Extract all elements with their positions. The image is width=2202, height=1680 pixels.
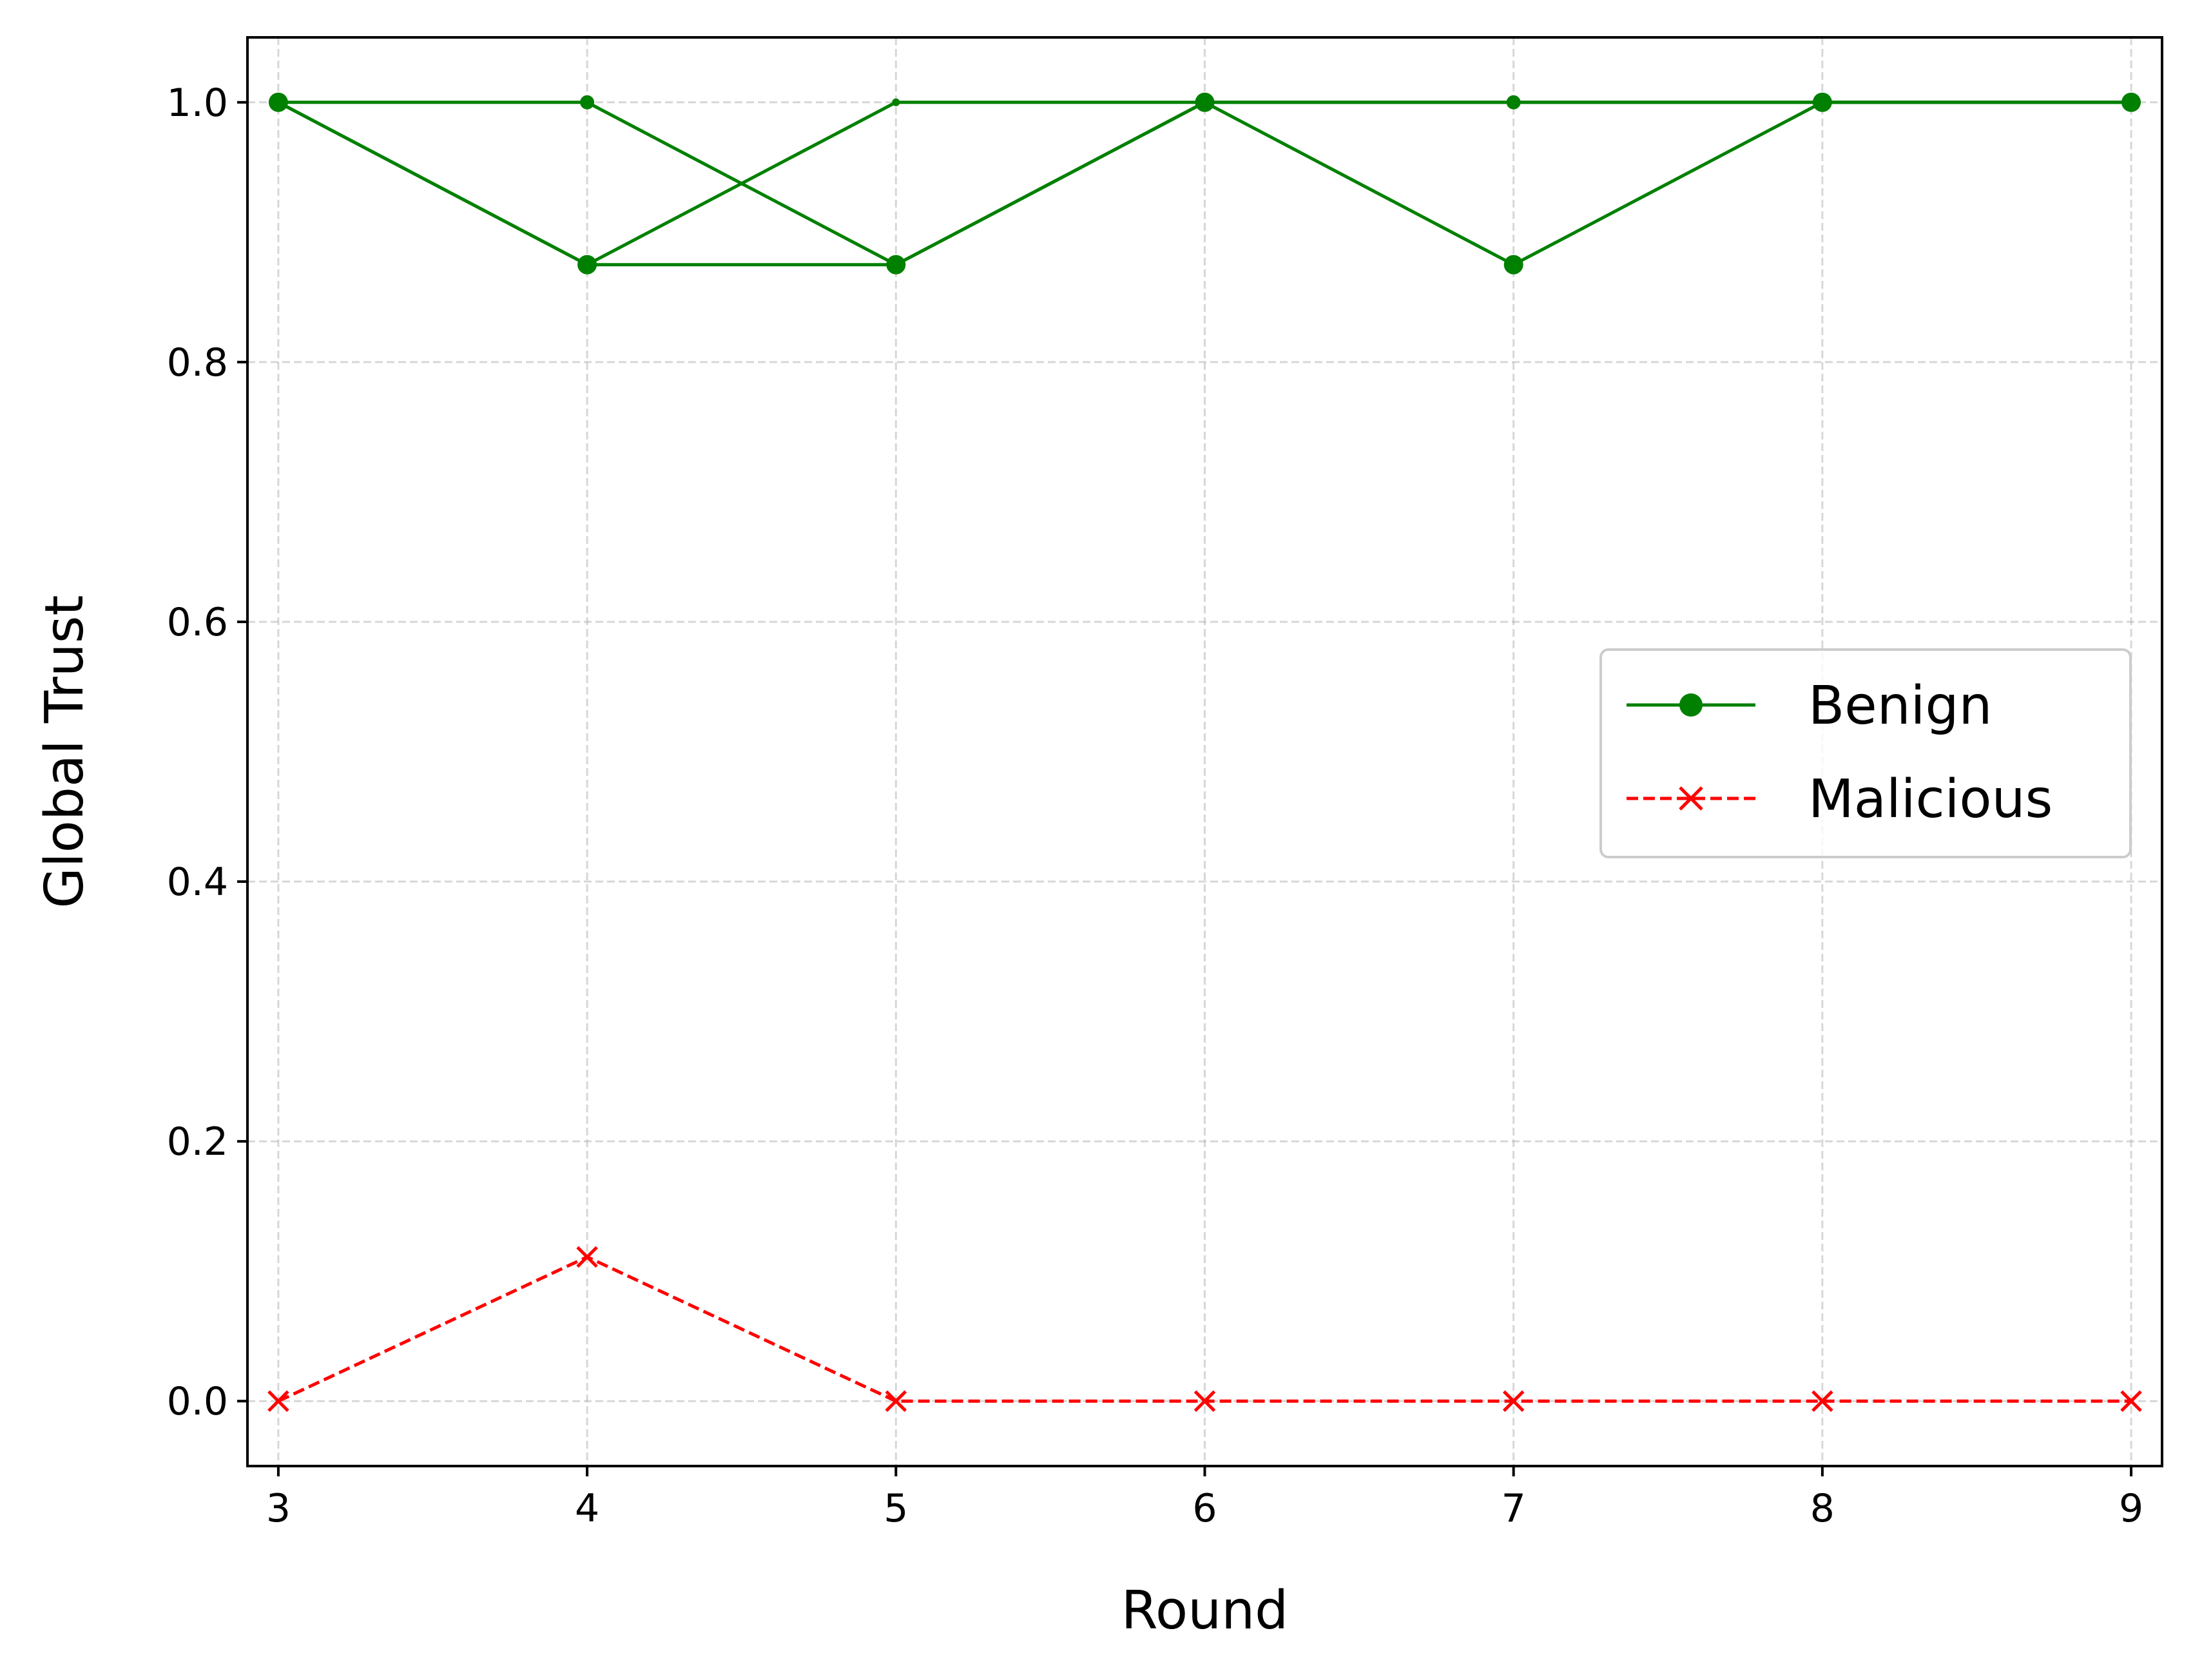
- x-tick-label: 6: [1192, 1486, 1217, 1531]
- axis-ticks: 3 4 5 6 7 8 9 0.0 0.2 0.4 0.6 0.8 1.0: [167, 81, 2144, 1531]
- benign-point: [274, 98, 282, 106]
- legend-item-benign: Benign: [1627, 675, 1992, 737]
- x-tick-label: 8: [1810, 1486, 1835, 1531]
- x-marker-stroke: [2120, 1390, 2142, 1412]
- y-tick-label: 0.4: [167, 860, 228, 905]
- x-tick-label: 3: [266, 1486, 291, 1531]
- malicious-point: [1193, 1390, 1216, 1412]
- benign-point: [889, 257, 903, 272]
- malicious-point: [1811, 1390, 1833, 1412]
- legend-box: [1599, 648, 2132, 858]
- benign-point: [580, 95, 595, 110]
- malicious-point: [267, 1390, 289, 1412]
- y-tick-label: 0.6: [167, 600, 228, 645]
- x-marker-stroke: [1679, 786, 1703, 811]
- legend-label: Malicious: [1808, 769, 2052, 830]
- malicious-series: [267, 1246, 2142, 1412]
- x-tick-label: 7: [1502, 1486, 1526, 1531]
- benign-point: [1818, 98, 1826, 106]
- x-marker-stroke: [576, 1246, 598, 1268]
- x-axis-title: Round: [1121, 1580, 1288, 1641]
- x-tick-label: 9: [2119, 1486, 2143, 1531]
- x-marker-stroke: [1502, 1390, 1525, 1412]
- y-tick-label: 0.2: [167, 1119, 228, 1164]
- benign-point: [1503, 255, 1523, 275]
- benign-point: [1509, 98, 1518, 106]
- benign-series: [274, 98, 2136, 269]
- y-tick-label: 0.0: [167, 1379, 228, 1424]
- y-tick-label: 0.8: [167, 340, 228, 385]
- series-layer: [267, 92, 2142, 1412]
- x-marker-stroke: [885, 1390, 907, 1412]
- legend-items: Benign Malicious: [1627, 675, 2052, 830]
- legend-item-malicious: Malicious: [1627, 769, 2052, 830]
- benign-point: [583, 260, 592, 269]
- malicious-point: [885, 1390, 907, 1412]
- legend-marker: [1679, 693, 1703, 717]
- x-tick-label: 4: [575, 1486, 599, 1531]
- benign-point: [892, 98, 900, 106]
- malicious-point: [1502, 1390, 1525, 1412]
- benign-point: [2127, 98, 2136, 106]
- y-tick-label: 1.0: [167, 81, 228, 126]
- x-marker-stroke: [1193, 1390, 1216, 1412]
- legend: Benign Malicious: [1599, 648, 2132, 858]
- legend-marker: [1679, 786, 1703, 811]
- x-tick-label: 5: [884, 1486, 908, 1531]
- malicious-point: [576, 1246, 598, 1268]
- x-marker-stroke: [267, 1390, 289, 1412]
- benign-point: [1201, 98, 1209, 106]
- legend-label: Benign: [1808, 675, 1992, 737]
- x-marker-stroke: [1811, 1390, 1833, 1412]
- y-axis-title: Global Trust: [34, 595, 95, 908]
- malicious-point: [2120, 1390, 2142, 1412]
